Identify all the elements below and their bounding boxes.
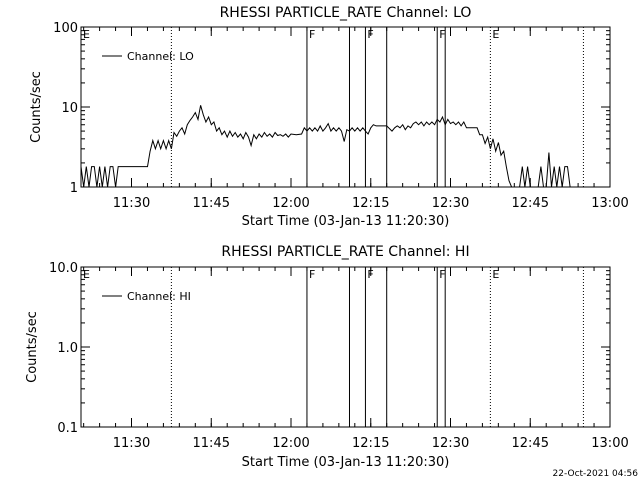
chart-title: RHESSI PARTICLE_RATE Channel: LO — [220, 5, 472, 21]
event-marker-label: F — [439, 268, 445, 281]
x-tick-label: 12:15 — [352, 436, 389, 451]
event-marker-label: E — [492, 28, 499, 41]
x-tick-label: 13:00 — [591, 436, 628, 451]
event-marker-label: F — [309, 28, 315, 41]
chart-title: RHESSI PARTICLE_RATE Channel: HI — [221, 244, 469, 260]
x-tick-label: 12:30 — [432, 436, 469, 451]
x-tick-label: 11:30 — [113, 196, 150, 211]
event-marker-label: F — [439, 28, 445, 41]
x-tick-label: 13:00 — [591, 196, 628, 211]
y-tick-label: 1 — [70, 181, 78, 196]
x-tick-label: 12:45 — [512, 436, 549, 451]
y-axis-label: Counts/sec — [29, 71, 44, 143]
x-axis-label: Start Time (03-Jan-13 11:20:30) — [242, 214, 450, 229]
event-marker-label: F — [367, 268, 373, 281]
legend-entry: Channel: HI — [127, 290, 191, 303]
x-axis-label: Start Time (03-Jan-13 11:20:30) — [242, 455, 450, 470]
y-tick-label: 10 — [61, 101, 78, 116]
x-tick-label: 12:00 — [272, 196, 309, 211]
x-tick-label: 11:45 — [193, 196, 230, 211]
series-line — [80, 105, 571, 188]
plot-timestamp: 22-Oct-2021 04:56 — [553, 469, 639, 479]
y-tick-label: 100 — [53, 21, 78, 36]
x-tick-label: 12:15 — [352, 196, 389, 211]
chart-panel-2: RHESSI PARTICLE_RATE Channel: HI 0.1 1.0 10… — [25, 244, 629, 470]
event-marker-label: F — [367, 28, 373, 41]
chart-panel-1: RHESSI PARTICLE_RATE Channel: LO 1 10 100 11… — [29, 5, 629, 229]
x-tick-label: 11:45 — [193, 436, 230, 451]
y-tick-label: 10.0 — [49, 261, 78, 276]
y-tick-label: 0.1 — [57, 421, 78, 436]
x-tick-label: 12:30 — [432, 196, 469, 211]
y-axis-label: Counts/sec — [25, 311, 40, 383]
x-tick-label: 11:30 — [113, 436, 150, 451]
event-marker-label: F — [309, 268, 315, 281]
corner-flag-label: E — [83, 28, 90, 41]
x-tick-label: 12:00 — [272, 436, 309, 451]
event-marker-label: E — [492, 268, 499, 281]
corner-flag-label: E — [83, 268, 90, 281]
legend-entry: Channel: LO — [127, 50, 194, 63]
y-tick-label: 1.0 — [57, 341, 78, 356]
x-tick-label: 12:45 — [512, 196, 549, 211]
